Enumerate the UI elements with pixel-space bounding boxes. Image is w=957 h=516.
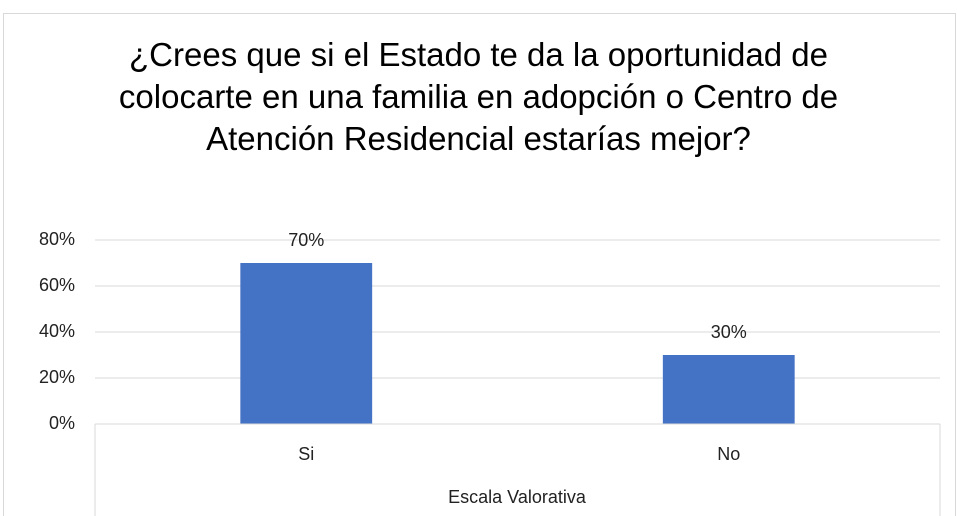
chart-border (3, 13, 956, 516)
y-tick-label: 40% (39, 321, 75, 341)
chart-title: ¿Crees que si el Estado te da la oportun… (118, 36, 839, 157)
y-tick-label: 60% (39, 275, 75, 295)
y-tick-label: 80% (39, 229, 75, 249)
x-axis-title: Escala Valorativa (448, 487, 587, 507)
x-tick-label: No (717, 444, 740, 464)
y-tick-label: 0% (49, 413, 75, 433)
bar (240, 263, 373, 424)
data-label: 30% (711, 322, 747, 342)
data-label: 70% (288, 230, 324, 250)
bar (662, 355, 795, 424)
y-tick-label: 20% (39, 367, 75, 387)
x-tick-label: Si (298, 444, 314, 464)
